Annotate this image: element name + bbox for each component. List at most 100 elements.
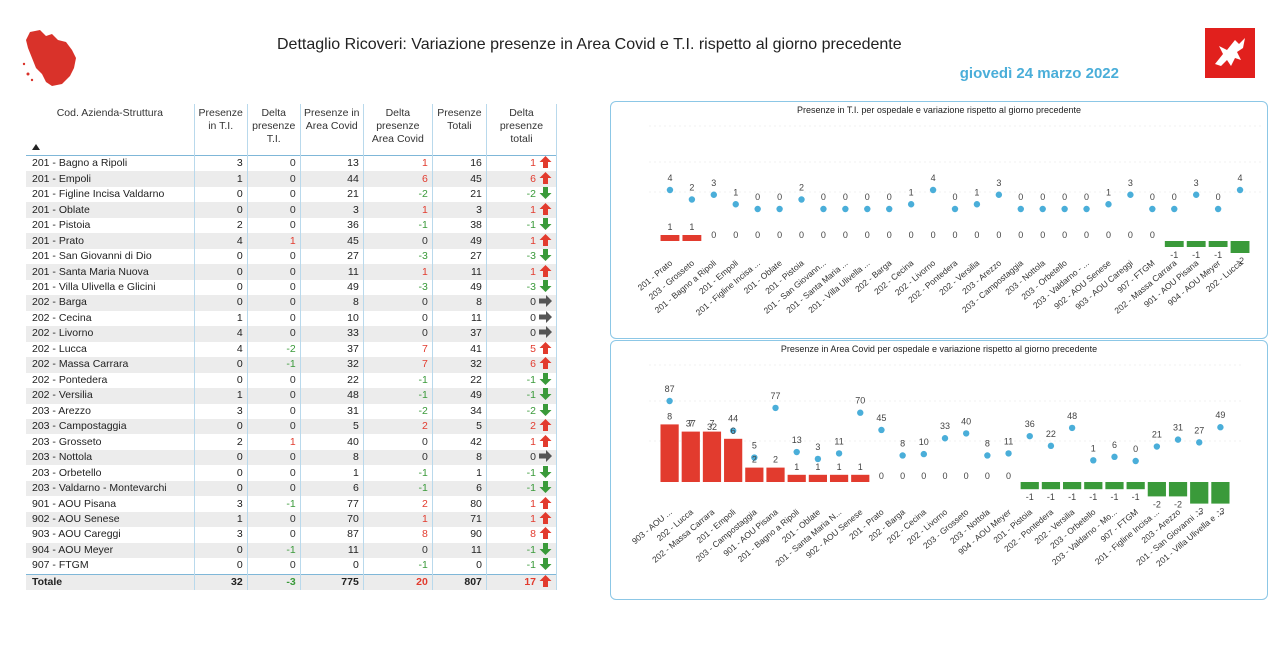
data-point[interactable] — [1236, 186, 1244, 194]
delta-bar[interactable] — [808, 474, 827, 482]
delta-bar[interactable] — [1164, 241, 1184, 247]
data-point[interactable] — [1111, 453, 1118, 461]
column-header-delta-ti[interactable]: Delta presenze T.I. — [247, 104, 301, 156]
table-row[interactable]: 202 - Lucca 4 -2 37 7 41 5 — [26, 341, 558, 358]
column-header-structure[interactable]: Cod. Azienda-Struttura — [26, 104, 195, 156]
data-point[interactable] — [1171, 205, 1178, 213]
data-point[interactable] — [814, 455, 822, 463]
table-row[interactable]: 201 - Santa Maria Nuova 0 0 11 1 11 1 — [26, 264, 558, 280]
table-row[interactable]: 201 - Empoli 1 0 44 6 45 6 — [26, 171, 558, 187]
data-point[interactable] — [732, 201, 739, 208]
data-point[interactable] — [1068, 424, 1076, 432]
delta-bar[interactable] — [829, 474, 849, 482]
column-header-area-covid[interactable]: Presenze in Area Covid — [300, 104, 364, 156]
delta-bar[interactable] — [1208, 241, 1228, 247]
delta-bar[interactable] — [766, 467, 785, 482]
column-header-delta-area-covid[interactable]: Delta presenze Area Covid — [363, 104, 433, 156]
table-row[interactable]: 901 - AOU Pisana 3 -1 77 2 80 1 — [26, 496, 558, 512]
data-point[interactable] — [1105, 201, 1112, 208]
data-point[interactable] — [793, 448, 800, 456]
table-row[interactable]: 202 - Barga 0 0 8 0 8 0 — [26, 295, 558, 311]
data-point[interactable] — [751, 454, 758, 461]
data-point[interactable] — [878, 426, 885, 434]
delta-bar[interactable] — [1211, 482, 1230, 504]
delta-bar[interactable] — [702, 431, 722, 482]
data-point[interactable] — [929, 186, 937, 194]
delta-bar[interactable] — [787, 474, 806, 482]
table-row[interactable]: 203 - Nottola 0 0 8 0 8 0 — [26, 449, 558, 466]
data-point[interactable] — [666, 397, 673, 405]
delta-bar[interactable] — [1084, 482, 1103, 490]
table-row[interactable]: 203 - Valdarno - Montevarchi 0 0 6 -1 6 -1 — [26, 480, 558, 497]
data-point[interactable] — [1047, 442, 1055, 450]
column-header-delta-totali[interactable]: Delta presenze totali — [486, 104, 558, 156]
table-row[interactable]: 203 - Arezzo 3 0 31 -2 34 -2 — [26, 403, 558, 419]
table-row[interactable]: 202 - Massa Carrara 0 -1 32 7 32 6 — [26, 357, 558, 373]
table-row[interactable]: 202 - Cecina 1 0 10 0 11 0 — [26, 310, 558, 327]
table-row[interactable]: 904 - AOU Meyer 0 -1 11 0 11 -1 — [26, 542, 558, 559]
delta-bar[interactable] — [660, 424, 679, 482]
data-point[interactable] — [1217, 424, 1224, 431]
table-row[interactable]: 202 - Livorno 4 0 33 0 37 0 — [26, 326, 558, 342]
data-point[interactable] — [666, 186, 674, 194]
data-point[interactable] — [1005, 450, 1012, 457]
data-point[interactable] — [1174, 436, 1182, 443]
data-point[interactable] — [1061, 205, 1068, 213]
data-point[interactable] — [798, 196, 805, 203]
column-header-ti[interactable]: Presenze in T.I. — [194, 104, 248, 156]
data-point[interactable] — [995, 191, 1003, 198]
delta-bar[interactable] — [1041, 482, 1061, 490]
delta-bar[interactable] — [1063, 482, 1082, 490]
delta-bar[interactable] — [1230, 241, 1250, 253]
data-point[interactable] — [842, 205, 849, 213]
table-row[interactable]: 201 - Bagno a Ripoli 3 0 13 1 16 1 — [26, 155, 558, 172]
delta-bar[interactable] — [724, 438, 743, 482]
delta-bar[interactable] — [1020, 482, 1039, 490]
data-point[interactable] — [973, 201, 981, 208]
data-point[interactable] — [857, 409, 864, 416]
delta-bar[interactable] — [1126, 482, 1145, 490]
column-header-totali[interactable]: Presenze Totali — [432, 104, 487, 156]
data-point[interactable] — [776, 205, 783, 213]
delta-bar[interactable] — [1186, 241, 1206, 247]
data-point[interactable] — [1192, 191, 1200, 198]
table-row[interactable]: 203 - Orbetello 0 0 1 -1 1 -1 — [26, 465, 558, 481]
sort-ascending-icon[interactable] — [32, 144, 40, 150]
data-point[interactable] — [962, 430, 970, 437]
data-point[interactable] — [754, 205, 761, 213]
delta-bar[interactable] — [1168, 482, 1188, 497]
data-point[interactable] — [920, 450, 928, 458]
data-point[interactable] — [1083, 205, 1090, 213]
data-point[interactable] — [835, 450, 843, 457]
table-row[interactable]: 907 - FTGM 0 0 0 -1 0 -1 — [26, 558, 558, 575]
table-row[interactable]: 201 - Figline Incisa Valdarno 0 0 21 -2 21 -2 — [26, 186, 558, 203]
data-point[interactable] — [1153, 443, 1161, 450]
data-point[interactable] — [820, 205, 827, 213]
table-total-row[interactable]: Totale 32 -3 775 20 807 17 — [26, 573, 558, 591]
delta-bar[interactable] — [1105, 482, 1124, 490]
data-point[interactable] — [1214, 205, 1222, 213]
delta-bar[interactable] — [851, 474, 870, 482]
data-point[interactable] — [1017, 205, 1024, 213]
data-point[interactable] — [1132, 457, 1139, 465]
data-point[interactable] — [899, 452, 906, 459]
data-point[interactable] — [1026, 432, 1033, 440]
delta-bar[interactable] — [745, 467, 764, 482]
table-row[interactable]: 202 - Versilia 1 0 48 -1 49 -1 — [26, 388, 558, 404]
table-row[interactable]: 203 - Grosseto 2 1 40 0 42 1 — [26, 434, 558, 450]
table-row[interactable]: 201 - Oblate 0 0 3 1 3 1 — [26, 202, 558, 218]
delta-bar[interactable] — [682, 235, 702, 241]
table-row[interactable]: 201 - Villa Ulivella e Glicini 0 0 49 -3 49 -3 — [26, 279, 558, 296]
table-row[interactable]: 902 - AOU Senese 1 0 70 1 71 1 — [26, 511, 558, 528]
delta-bar[interactable] — [681, 431, 700, 482]
table-row[interactable]: 903 - AOU Careggi 3 0 87 8 90 8 — [26, 527, 558, 543]
table-row[interactable]: 202 - Pontedera 0 0 22 -1 22 -1 — [26, 372, 558, 389]
data-point[interactable] — [984, 452, 991, 459]
table-row[interactable]: 201 - San Giovanni di Dio 0 0 27 -3 27 -3 — [26, 248, 558, 265]
data-point[interactable] — [1127, 191, 1134, 198]
data-point[interactable] — [688, 196, 696, 203]
data-point[interactable] — [710, 191, 718, 198]
table-row[interactable]: 201 - Pistoia 2 0 36 -1 38 -1 — [26, 217, 558, 234]
data-point[interactable] — [951, 205, 959, 213]
data-point[interactable] — [1149, 205, 1156, 213]
